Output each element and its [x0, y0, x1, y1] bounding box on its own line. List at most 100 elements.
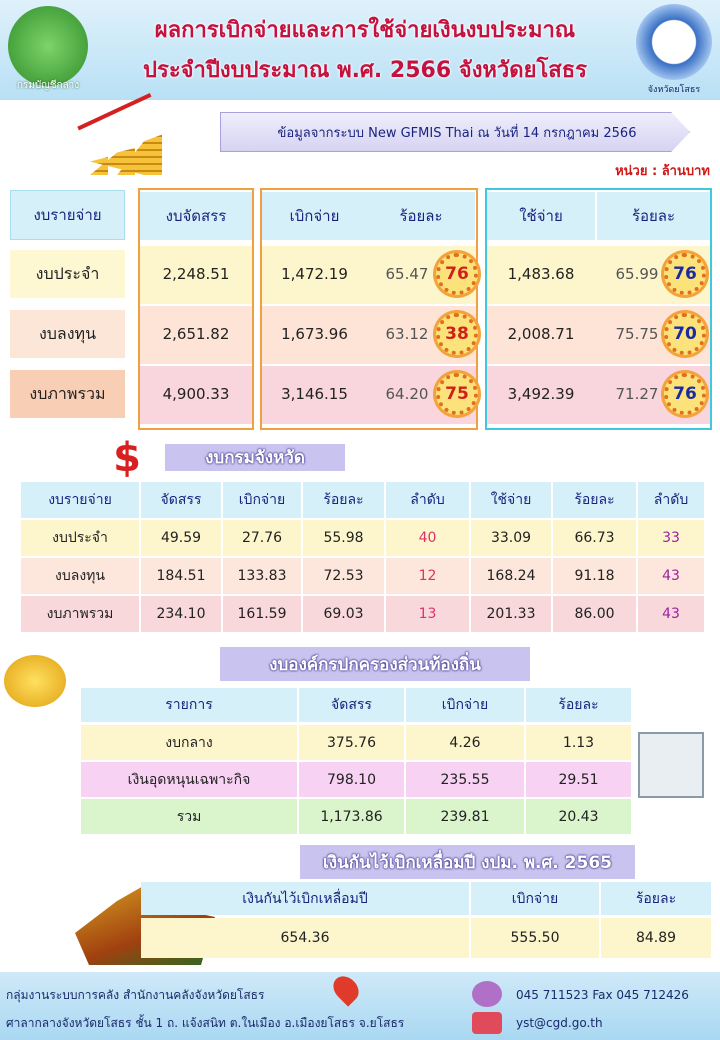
phone-icon: [472, 981, 502, 1007]
unit: หน่วย : ล้านบาท: [615, 163, 710, 179]
province-cell: 43: [638, 596, 704, 632]
summary-header: งบจัดสรร: [140, 192, 252, 240]
spent-value: 1,483.68: [507, 265, 575, 283]
province-header: ลำดับ: [638, 482, 704, 518]
summary-row-label: งบภาพรวม: [10, 370, 125, 418]
local-cell: งบกลาง: [81, 725, 297, 760]
local-header: รายการ: [81, 688, 297, 722]
header-bg: [0, 0, 720, 100]
province-cell: งบภาพรวม: [21, 596, 139, 632]
province-cell: 161.59: [223, 596, 301, 632]
spent-rank: 76: [664, 373, 706, 415]
province-header: ลำดับ: [386, 482, 469, 518]
title-line1: ผลการเบิกจ่ายและการใช้จ่ายเงินงบประมาณ: [154, 17, 576, 43]
disb-value: 1,472.19: [281, 265, 348, 283]
province-cell: 168.24: [471, 558, 551, 594]
disb-pct: 65.47: [385, 265, 429, 283]
local-header: จัดสรร: [299, 688, 404, 722]
logo-left: [8, 6, 88, 86]
row-bg: [140, 366, 252, 424]
province-cell: 69.03: [303, 596, 384, 632]
province-cell: 12: [386, 558, 469, 594]
province-cell: 33: [638, 520, 704, 556]
disb-value: 1,673.96: [281, 325, 348, 343]
spent-pct: 71.27: [615, 385, 659, 403]
spent-rank: 70: [664, 313, 706, 355]
disb-rank: 75: [436, 373, 478, 415]
province-cell: 133.83: [223, 558, 301, 594]
province-cell: 13: [386, 596, 469, 632]
footer-email: yst@cgd.go.th: [516, 1016, 603, 1030]
local-cell: เงินอุดหนุนเฉพาะกิจ: [81, 762, 297, 797]
disb-box: [260, 188, 478, 430]
province-cell: 40: [386, 520, 469, 556]
spent-value: 3,492.39: [507, 385, 575, 403]
carryover-header: เงินกันไว้เบิกเหลื่อมปี: [141, 882, 469, 915]
logo-right-text: จังหวัดยโสธร: [647, 85, 701, 95]
spent-rank: 76: [664, 253, 706, 295]
province-header: ร้อยละ: [553, 482, 636, 518]
spent-pct: 75.75: [615, 325, 659, 343]
province-cell: 66.73: [553, 520, 636, 556]
summary-header: งบรายจ่าย: [10, 190, 125, 240]
province-cell: 234.10: [141, 596, 221, 632]
dollar-icon: $: [113, 435, 141, 481]
province-header: งบรายจ่าย: [21, 482, 139, 518]
local-header: ร้อยละ: [526, 688, 631, 722]
disb-value: 3,146.15: [281, 385, 348, 403]
footer-line2: ศาลากลางจังหวัดยโสธร ชั้น 1 ถ. แจ้งสนิท …: [6, 1015, 405, 1030]
carryover-cell: 654.36: [141, 918, 469, 958]
spent-pct: 65.99: [615, 265, 659, 283]
summary-row-label: งบประจำ: [10, 250, 125, 298]
province-cell: 91.18: [553, 558, 636, 594]
info-source: ข้อมูลจากระบบ New GFMIS Thai ณ วันที่ 14…: [277, 125, 637, 141]
chart-icon: [638, 732, 704, 798]
footer-line1: กลุ่มงานระบบการคลัง สำนักงานคลังจังหวัดย…: [6, 987, 265, 1002]
local-cell: 375.76: [299, 725, 404, 760]
coins-icon: [4, 655, 66, 707]
carryover-cell: 555.50: [471, 918, 599, 958]
province-cell: 72.53: [303, 558, 384, 594]
province-cell: 55.98: [303, 520, 384, 556]
province-cell: 27.76: [223, 520, 301, 556]
title-line2: ประจำปีงบประมาณ พ.ศ. 2566 จังหวัดยโสธร: [143, 57, 587, 83]
alloc-value: 2,248.51: [162, 265, 230, 283]
local-cell: 29.51: [526, 762, 631, 797]
local-cell: 1,173.86: [299, 799, 404, 834]
row-bg: [140, 246, 252, 304]
province-cell: 86.00: [553, 596, 636, 632]
local-cell: 239.81: [406, 799, 524, 834]
local-cell: 20.43: [526, 799, 631, 834]
local-cell: 1.13: [526, 725, 631, 760]
alloc-box: [138, 188, 254, 430]
info-box: [220, 112, 690, 152]
logo-left-text: กรมบัญชีกลาง: [16, 79, 80, 91]
province-cell: 43: [638, 558, 704, 594]
local-cell: 235.55: [406, 762, 524, 797]
local-cell: 798.10: [299, 762, 404, 797]
footer-bg: [0, 972, 720, 1040]
disb-rank: 76: [436, 253, 478, 295]
disb-pct: 63.12: [385, 325, 429, 343]
carryover-cell: 84.89: [601, 918, 711, 958]
province-cell: งบลงทุน: [21, 558, 139, 594]
mail-icon: [472, 1012, 502, 1034]
carryover-header: ร้อยละ: [601, 882, 711, 915]
summary-header: เบิกจ่าย: [262, 192, 367, 240]
alloc-value: 4,900.33: [162, 385, 230, 403]
province-header: ใช้จ่าย: [471, 482, 551, 518]
spent-value: 2,008.71: [507, 325, 575, 343]
row-bg: [140, 306, 252, 364]
province-cell: 33.09: [471, 520, 551, 556]
spent-box: [485, 188, 712, 430]
province-cell: งบประจำ: [21, 520, 139, 556]
province-header: เบิกจ่าย: [223, 482, 301, 518]
summary-header: ใช้จ่าย: [487, 192, 595, 240]
summary-header: ร้อยละ: [597, 192, 710, 240]
local-cell: 4.26: [406, 725, 524, 760]
local-title: งบองค์กรปกครองส่วนท้องถิ่น: [220, 647, 530, 681]
province-cell: 49.59: [141, 520, 221, 556]
